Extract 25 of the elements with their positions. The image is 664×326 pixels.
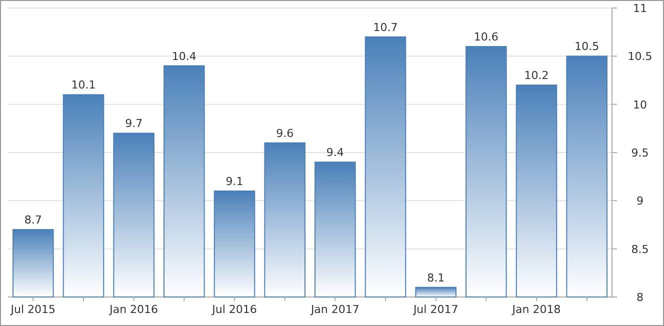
data-label: 10.7 bbox=[373, 20, 398, 34]
y-tick-label: 10.5 bbox=[628, 50, 652, 64]
y-tick-label: 8 bbox=[636, 291, 644, 304]
y-tick-label: 10 bbox=[633, 98, 647, 112]
data-label: 10.6 bbox=[474, 30, 498, 44]
y-tick-label: 8.5 bbox=[631, 242, 649, 256]
data-label: 8.7 bbox=[24, 214, 42, 227]
data-label: 9.4 bbox=[326, 146, 344, 160]
x-tick-label: Jan 2017 bbox=[310, 303, 360, 316]
data-label: 9.6 bbox=[276, 126, 294, 140]
data-label: 9.7 bbox=[125, 117, 143, 130]
x-tick-label: Jan 2018 bbox=[511, 303, 561, 316]
data-label: 10.2 bbox=[524, 69, 549, 82]
data-label: 9.1 bbox=[226, 175, 244, 188]
x-tick-label: Jul 2016 bbox=[211, 303, 257, 316]
x-tick-label: Jan 2016 bbox=[108, 303, 158, 316]
data-label: 8.1 bbox=[427, 271, 445, 284]
data-label: 10.1 bbox=[71, 78, 96, 92]
y-tick-label: 11 bbox=[633, 2, 647, 15]
x-tick-label: Jul 2015 bbox=[10, 303, 56, 316]
y-tick-label: 9 bbox=[636, 194, 644, 208]
data-label: 10.4 bbox=[172, 50, 196, 63]
x-tick-label: Jul 2017 bbox=[412, 303, 458, 316]
y-tick-label: 9.5 bbox=[631, 146, 649, 160]
data-label: 10.5 bbox=[574, 40, 600, 54]
